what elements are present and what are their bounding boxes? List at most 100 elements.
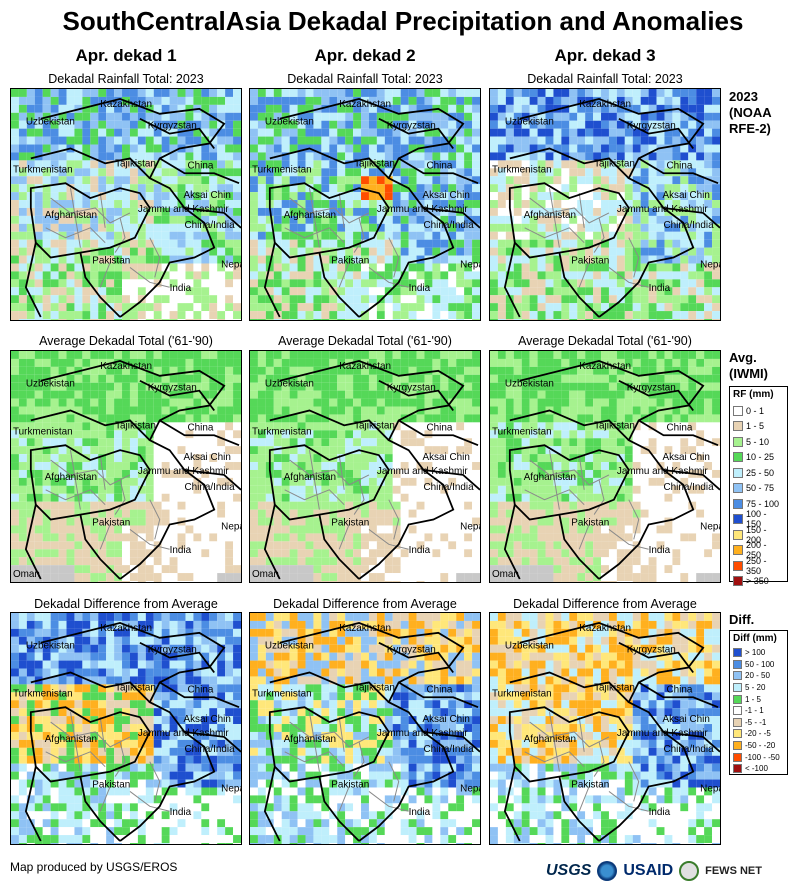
- country-boundary: [508, 706, 630, 783]
- province-boundary: [99, 262, 111, 288]
- province-boundary: [338, 524, 350, 550]
- place-label: Turkmenistan: [13, 426, 73, 437]
- province-boundary: [289, 459, 370, 486]
- column-header-dekad-1: Apr. dekad 1: [75, 46, 177, 65]
- legend-item: 75 - 100: [733, 496, 784, 512]
- place-label: Jammu and Kashmir: [617, 466, 709, 477]
- fews-logo-icon: [679, 861, 700, 881]
- legend-label: 250 - 350: [746, 555, 767, 576]
- legend-item: 200 - 250: [733, 540, 784, 560]
- country-boundary: [79, 252, 121, 318]
- place-label: Kazakhstan: [339, 99, 391, 110]
- country-boundary: [423, 731, 480, 753]
- legend-swatch: [733, 729, 742, 739]
- place-label: India: [409, 807, 431, 818]
- legend-swatch: [733, 764, 742, 774]
- place-label: Afghanistan: [284, 472, 336, 483]
- country-boundary: [638, 681, 719, 709]
- legend-swatch: [733, 576, 743, 587]
- place-label: Tajikistan: [354, 682, 395, 693]
- province-boundary: [129, 267, 170, 288]
- country-boundary: [40, 359, 226, 580]
- place-label: Afghanistan: [45, 210, 97, 221]
- place-label: Tajikistan: [354, 420, 395, 431]
- place-label: Aksai Chin: [183, 452, 230, 463]
- legend-label: -50 - -20: [745, 741, 776, 751]
- map-panel: Kazakhstan Uzbekistan Kyrgyzstan Turkmenist…: [10, 612, 242, 845]
- province-boundary: [308, 712, 320, 772]
- country-boundary: [79, 776, 121, 842]
- legend-label: 10 - 25: [746, 452, 775, 463]
- legend-label: 75 - 100: [746, 498, 780, 509]
- map-canvas: Kazakhstan Uzbekistan Kyrgyzstan Turkmenist…: [490, 613, 720, 844]
- place-label: Kyrgyzstan: [148, 383, 197, 394]
- country-boundary: [139, 117, 215, 150]
- legend-item: 20 - 50: [733, 670, 784, 682]
- place-label: Turkmenistan: [252, 426, 312, 437]
- country-boundary: [423, 469, 480, 491]
- map-panel: Kazakhstan Uzbekistan Kyrgyzstan Turkmenist…: [249, 612, 481, 845]
- province-boundary: [99, 786, 111, 812]
- place-label: China/India: [663, 744, 714, 755]
- province-boundary: [548, 188, 560, 248]
- country-boundary: [318, 252, 360, 318]
- country-boundary: [503, 766, 521, 842]
- country-boundary: [30, 409, 151, 441]
- row-label-line: (IWMI): [729, 366, 768, 381]
- place-label: Aksai Chin: [423, 190, 470, 201]
- footer-credit: Map produced by USGS/EROS: [10, 860, 178, 874]
- legend-swatch: [733, 452, 743, 463]
- place-label: China: [666, 160, 692, 171]
- noaa-logo-icon: [597, 861, 618, 881]
- map-canvas: Kazakhstan Uzbekistan Kyrgyzstan Turkmenist…: [11, 613, 241, 844]
- legend-item: 50 - 100: [733, 659, 784, 671]
- place-label: Pakistan: [571, 255, 609, 266]
- country-boundary: [30, 671, 151, 703]
- place-label: Kyrgyzstan: [627, 121, 676, 132]
- province-boundary: [338, 455, 345, 490]
- map-panel: Kazakhstan Uzbekistan Kyrgyzstan Turkmenist…: [249, 350, 481, 583]
- country-boundary: [558, 252, 600, 318]
- map-canvas: Kazakhstan Uzbekistan Kyrgyzstan Turkmenist…: [11, 351, 241, 582]
- rainfall-legend-title: RF (mm): [733, 389, 774, 400]
- country-boundary: [24, 766, 42, 842]
- row-label-line: (NOAA: [729, 105, 772, 120]
- legend-item: 100 - 150: [733, 509, 784, 529]
- country-boundary: [663, 469, 720, 491]
- place-label: India: [649, 545, 671, 556]
- page-title: SouthCentralAsia Dekadal Precipitation a…: [62, 6, 744, 36]
- map-panel: Kazakhstan Uzbekistan Kyrgyzstan Turkmenist…: [489, 350, 721, 583]
- province-boundary: [628, 237, 640, 278]
- province-boundary: [99, 193, 106, 228]
- place-label: Nepal: [460, 783, 480, 794]
- province-boundary: [69, 188, 81, 248]
- country-boundary: [618, 379, 694, 412]
- legend-item: -100 - -50: [733, 751, 784, 763]
- place-label: Nepal: [700, 259, 720, 270]
- row-label-diff: Diff.: [729, 612, 754, 628]
- map-panel: Kazakhstan Uzbekistan Kyrgyzstan Turkmenist…: [489, 612, 721, 845]
- legend-label: -5 - -1: [745, 717, 767, 727]
- row-label-line: Avg.: [729, 350, 757, 365]
- place-label: China: [426, 422, 452, 433]
- place-label: Afghanistan: [284, 210, 336, 221]
- province-boundary: [578, 455, 585, 490]
- place-label: India: [649, 807, 671, 818]
- place-label: Uzbekistan: [505, 379, 554, 390]
- place-label: Kazakhstan: [100, 361, 152, 372]
- place-label: China/India: [423, 482, 474, 493]
- legend-label: > 350: [746, 576, 769, 587]
- legend-item: > 350: [733, 574, 784, 590]
- place-label: Kazakhstan: [579, 623, 631, 634]
- province-boundary: [99, 717, 106, 752]
- panel-label: Average Dekadal Total ('61-'90): [39, 334, 213, 348]
- row-label-line: RFE-2): [729, 121, 771, 136]
- place-label: Kazakhstan: [100, 99, 152, 110]
- province-boundary: [114, 479, 126, 515]
- panel-label: Dekadal Rainfall Total: 2023: [48, 72, 204, 86]
- place-label: Nepal: [700, 783, 720, 794]
- province-boundary: [608, 529, 649, 550]
- legend-label: 25 - 50: [746, 467, 775, 478]
- country-boundary: [663, 731, 720, 753]
- country-boundary: [268, 706, 390, 783]
